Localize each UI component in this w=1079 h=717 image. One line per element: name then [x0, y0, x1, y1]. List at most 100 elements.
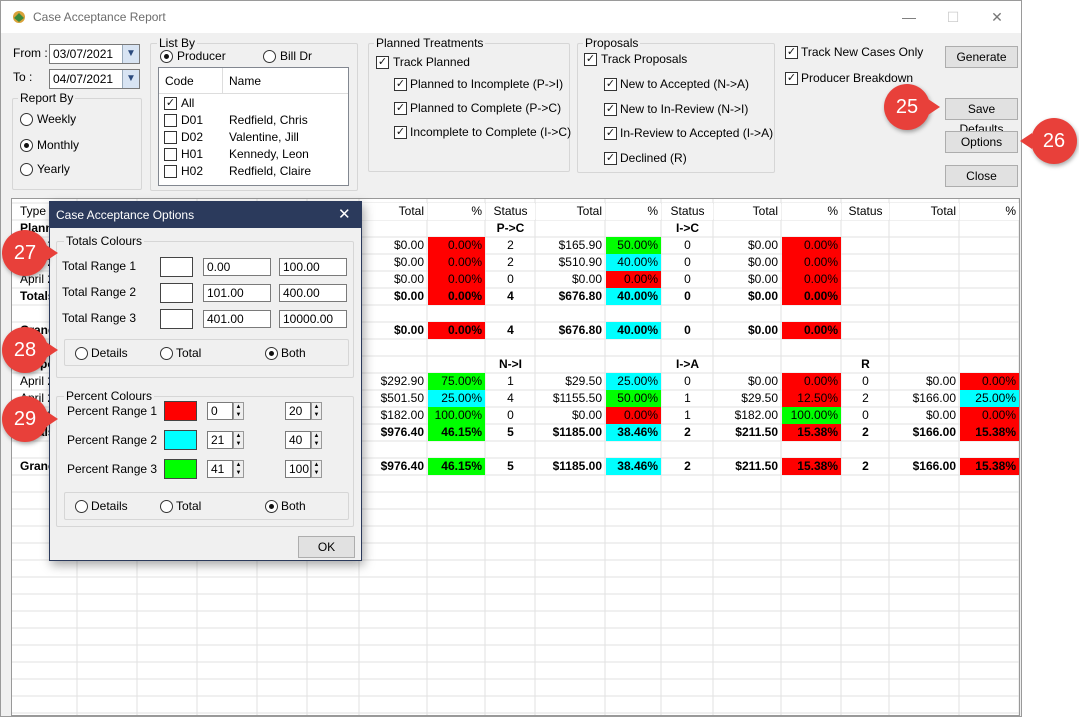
ok-button[interactable]: OK — [298, 536, 355, 558]
dialog-close-icon[interactable]: ✕ — [338, 206, 351, 223]
total-range-min[interactable]: 0.00 — [203, 258, 271, 276]
track-proposals-checkbox[interactable]: ✓ — [584, 53, 597, 66]
spinner-icon[interactable]: ▲ ▼ — [311, 402, 322, 420]
track-new-checkbox[interactable]: ✓ — [785, 46, 798, 59]
planned-item-label: Incomplete to Complete (I->C) — [410, 125, 572, 139]
list-item-checkbox[interactable] — [164, 131, 177, 144]
planned-title: Planned Treatments — [374, 36, 486, 50]
grid-header: % — [606, 203, 661, 220]
to-date-picker[interactable]: 04/07/2021 ▼ — [49, 69, 140, 89]
percent-mode-radio[interactable] — [75, 500, 88, 513]
percent-range-min[interactable]: 41 — [207, 460, 233, 478]
planned-item-checkbox[interactable]: ✓ — [394, 126, 407, 139]
grid-percent-cell: 75.00% — [428, 373, 485, 390]
percent-range-max[interactable]: 20 — [285, 402, 311, 420]
proposal-item-checkbox[interactable]: ✓ — [604, 151, 617, 165]
radio-bill-dr[interactable] — [263, 50, 276, 63]
grid-percent-cell: 0.00% — [782, 373, 841, 390]
grid-status-cell: 2 — [507, 255, 514, 269]
grid-total-cell: $0.00 — [393, 238, 424, 252]
grid-header: Total — [890, 203, 959, 220]
list-item-name: Kennedy, Leon — [229, 147, 309, 161]
report-by-title: Report By — [18, 91, 76, 105]
total-range-min[interactable]: 401.00 — [203, 310, 271, 328]
from-date-picker[interactable]: 03/07/2021 ▼ — [49, 44, 140, 64]
total-range-color[interactable] — [160, 257, 193, 277]
spinner-icon[interactable]: ▲ ▼ — [233, 431, 244, 449]
chevron-down-icon[interactable]: ▼ — [122, 70, 139, 88]
spinner-icon[interactable]: ▲ ▼ — [233, 402, 244, 420]
total-range-max[interactable]: 400.00 — [279, 284, 347, 302]
radio-monthly[interactable] — [20, 139, 33, 152]
proposal-item-checkbox[interactable]: ✓ — [604, 127, 617, 140]
grid-header: % — [960, 203, 1019, 220]
percent-range-color[interactable] — [164, 401, 197, 421]
grid-total-cell: $0.00 — [747, 323, 778, 337]
list-item-checkbox[interactable] — [164, 148, 177, 161]
total-range-color[interactable] — [160, 309, 193, 329]
track-planned-checkbox[interactable]: ✓ — [376, 56, 389, 69]
grid-header: % — [782, 203, 841, 220]
proposals-title: Proposals — [583, 36, 641, 50]
percent-range-max[interactable]: 40 — [285, 431, 311, 449]
grid-total-cell: $0.00 — [393, 255, 424, 269]
proposal-item-checkbox[interactable]: ✓ — [604, 102, 617, 116]
total-range-color[interactable] — [160, 283, 193, 303]
chevron-down-icon[interactable]: ▼ — [122, 45, 139, 63]
proposal-item-checkbox[interactable]: ✓ — [604, 78, 617, 91]
producer-breakdown-label: Producer Breakdown — [801, 71, 914, 85]
producer-list[interactable]: Code Name ✓ All D01 Redfield, Chris D02 Valen… — [158, 67, 349, 186]
totals-mode-radio[interactable] — [75, 347, 88, 360]
total-range-min[interactable]: 101.00 — [203, 284, 271, 302]
grid-total-cell: $166.00 — [912, 425, 956, 439]
close-window-button[interactable]: ✕ — [991, 9, 1003, 25]
producer-breakdown-checkbox[interactable]: ✓ — [785, 72, 798, 85]
percent-range-max[interactable]: 100 — [285, 460, 311, 478]
generate-button[interactable]: Generate — [945, 46, 1018, 68]
percent-range-min[interactable]: 21 — [207, 431, 233, 449]
maximize-button[interactable]: ☐ — [946, 9, 960, 25]
list-item-checkbox[interactable] — [164, 114, 177, 127]
radio-weekly[interactable] — [20, 113, 33, 126]
totals-mode-radio[interactable] — [160, 347, 173, 360]
radio-yearly[interactable] — [20, 163, 33, 176]
proposals-group — [577, 43, 775, 173]
callout-26-arrow — [1020, 133, 1032, 149]
total-range-max[interactable]: 100.00 — [279, 258, 347, 276]
grid-total-cell: $211.50 — [735, 425, 778, 439]
percent-range-color[interactable] — [164, 430, 197, 450]
proposal-item-label: New to In-Review (N->I) — [620, 101, 749, 116]
grid-total-cell: $0.00 — [747, 255, 778, 269]
col-name: Name — [229, 74, 262, 88]
spinner-icon[interactable]: ▲ ▼ — [311, 431, 322, 449]
radio-producer[interactable] — [160, 50, 173, 63]
spinner-icon[interactable]: ▲ ▼ — [311, 460, 322, 478]
total-range-label: Total Range 2 — [62, 285, 137, 299]
from-date-value: 03/07/2021 — [53, 47, 114, 61]
percent-mode-radio[interactable] — [160, 500, 173, 513]
minimize-button[interactable]: — — [902, 9, 916, 25]
grid-status-cell: 0 — [684, 272, 691, 286]
percent-range-min[interactable]: 0 — [207, 402, 233, 420]
totals-mode-label: Details — [91, 346, 128, 360]
total-range-label: Total Range 3 — [62, 311, 137, 325]
close-button[interactable]: Close — [945, 165, 1018, 187]
total-range-max[interactable]: 10000.00 — [279, 310, 347, 328]
save-defaults-button[interactable]: Save Defaults — [945, 98, 1018, 136]
list-item-checkbox[interactable] — [164, 165, 177, 178]
grid-total-cell: $29.50 — [565, 374, 602, 388]
callout-27: 27 — [2, 230, 48, 276]
options-button[interactable]: Options — [945, 131, 1018, 153]
planned-item-checkbox[interactable]: ✓ — [394, 102, 407, 115]
percent-mode-radio[interactable] — [265, 500, 278, 513]
grid-status-cell: 4 — [507, 323, 514, 337]
planned-item-checkbox[interactable]: ✓ — [394, 78, 407, 91]
list-item-checkbox[interactable]: ✓ — [164, 97, 177, 110]
totals-mode-radio[interactable] — [265, 347, 278, 360]
percent-range-color[interactable] — [164, 459, 197, 479]
grid-percent-cell: 0.00% — [782, 237, 841, 254]
list-item-code: H01 — [181, 147, 204, 161]
spinner-icon[interactable]: ▲ ▼ — [233, 460, 244, 478]
grid-percent-cell: 0.00% — [428, 288, 485, 305]
grid-status-cell: 0 — [862, 374, 869, 388]
